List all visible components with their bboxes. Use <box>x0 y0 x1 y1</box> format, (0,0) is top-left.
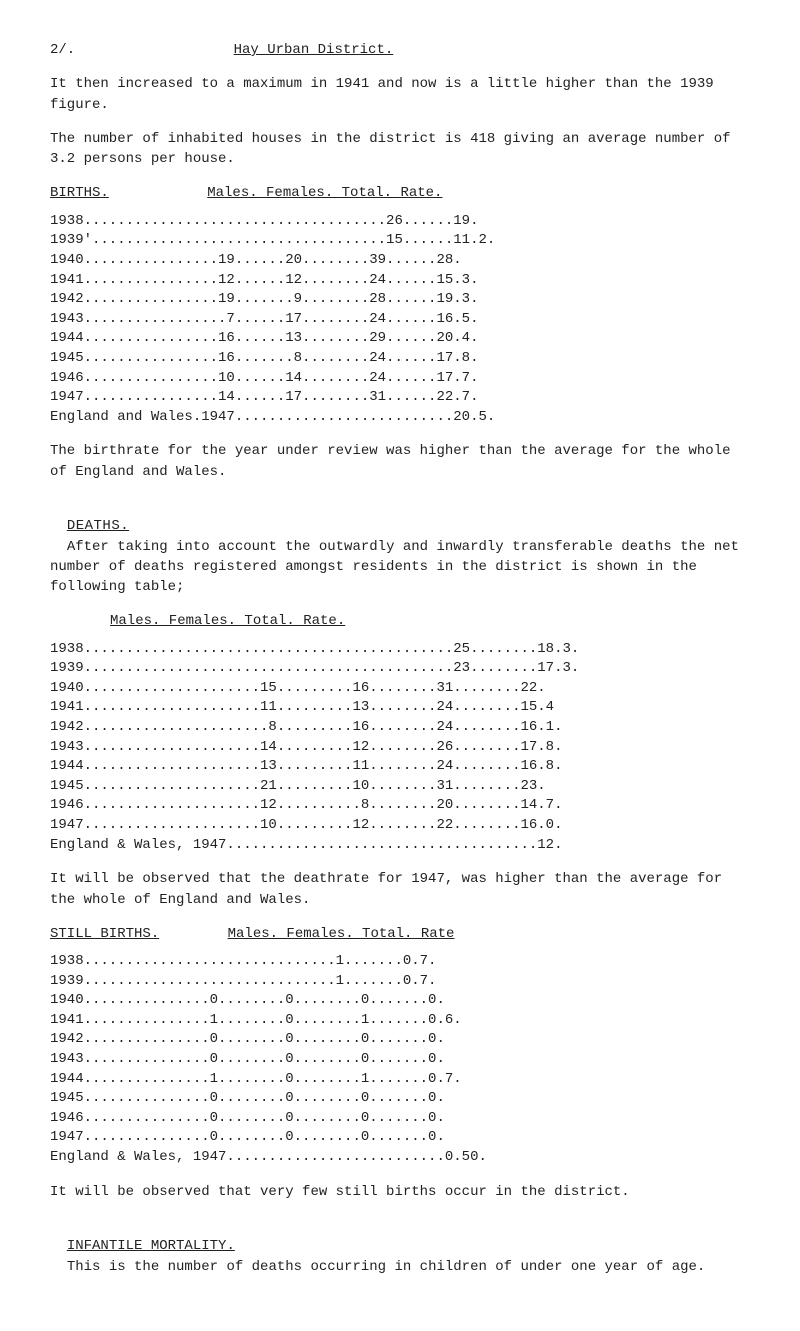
deaths-intro: After taking into account the outwardly … <box>50 539 747 596</box>
infantile-label: INFANTILE MORTALITY. <box>67 1238 235 1254</box>
births-label: BIRTHS. <box>50 185 109 201</box>
deaths-table: 1938....................................… <box>50 640 750 856</box>
page-number: 2/. <box>50 42 75 58</box>
births-columns: Males. Females. Total. Rate. <box>207 185 442 201</box>
stillbirths-columns: Males. Females. Total. Rate <box>228 926 455 942</box>
stillbirths-note: It will be observed that very few still … <box>50 1182 750 1202</box>
deaths-label: DEATHS. <box>67 518 129 534</box>
intro-para-1: It then increased to a maximum in 1941 a… <box>50 74 750 115</box>
deaths-note: It will be observed that the deathrate f… <box>50 869 750 910</box>
deaths-columns: Males. Females. Total. Rate. <box>110 613 345 629</box>
infantile-text: This is the number of deaths occurring i… <box>67 1259 706 1275</box>
births-note: The birthrate for the year under review … <box>50 441 750 482</box>
page-title: Hay Urban District. <box>234 42 394 58</box>
stillbirths-table: 1938..............................1.....… <box>50 952 750 1168</box>
stillbirths-label: STILL BIRTHS. <box>50 926 159 942</box>
births-table: 1938....................................… <box>50 212 750 428</box>
intro-para-2: The number of inhabited houses in the di… <box>50 129 750 170</box>
